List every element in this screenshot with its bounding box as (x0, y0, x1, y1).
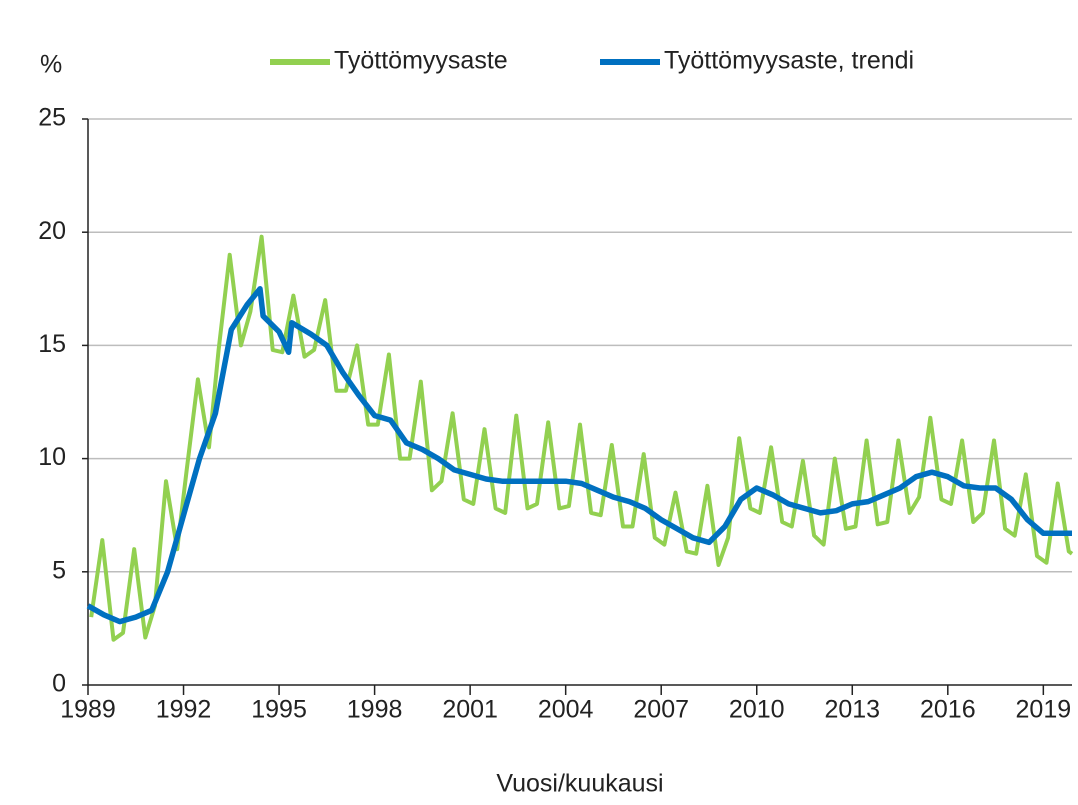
x-tick-label: 1995 (251, 696, 307, 724)
legend-label: Työttömyysaste, trendi (664, 47, 914, 75)
x-tick-label: 2016 (920, 696, 976, 724)
x-tick-label: 1998 (347, 696, 403, 724)
y-tick-label: 5 (52, 556, 66, 584)
y-unit: % (40, 51, 62, 79)
y-tick-label: 20 (38, 217, 66, 245)
x-tick-label: 1989 (60, 696, 116, 724)
x-tick-label: 1992 (156, 696, 212, 724)
x-tick-label: 2007 (633, 696, 689, 724)
y-tick-label: 25 (38, 104, 66, 132)
series-line (86, 286, 1072, 625)
x-tick-label: 2010 (729, 696, 785, 724)
x-tick-label: 2019 (1016, 696, 1072, 724)
series-line (89, 234, 1074, 642)
x-axis-label: Vuosi/kuukausi (496, 770, 663, 798)
y-tick-label: 10 (38, 443, 66, 471)
x-tick-label: 2013 (824, 696, 880, 724)
y-tick-label: 15 (38, 330, 66, 358)
y-tick-label: 0 (52, 670, 66, 698)
legend-label: Työttömyysaste (334, 47, 508, 75)
x-tick-label: 2004 (538, 696, 594, 724)
x-tick-label: 2001 (442, 696, 498, 724)
